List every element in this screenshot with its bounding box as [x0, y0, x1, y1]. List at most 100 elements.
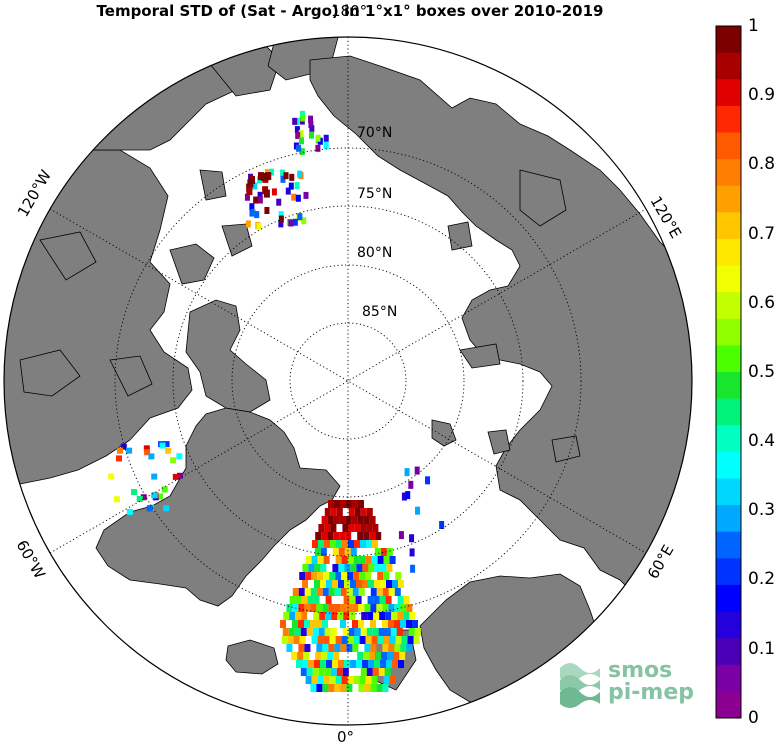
std-cell [308, 121, 314, 129]
std-cell [176, 472, 183, 479]
std-cell [327, 516, 334, 524]
std-cell [374, 564, 381, 572]
std-cell [308, 660, 314, 668]
std-cell [328, 588, 335, 596]
std-cell [371, 636, 378, 644]
std-cell [380, 548, 387, 556]
std-cell [338, 564, 345, 572]
std-cell [366, 628, 373, 636]
std-cell [413, 636, 420, 644]
std-cell [367, 596, 374, 604]
std-cell [246, 187, 253, 196]
std-cell [350, 548, 357, 556]
colorbar-tick-0.6: 0.6 [748, 293, 776, 313]
std-cell [297, 213, 303, 221]
std-cell [382, 644, 389, 652]
land-svalbard [431, 419, 457, 447]
std-cell [383, 636, 390, 644]
std-cell [392, 580, 398, 588]
std-cell [332, 660, 338, 668]
std-cell [339, 516, 346, 524]
std-cell [257, 172, 264, 181]
std-cell [359, 556, 366, 564]
std-cell [308, 131, 314, 139]
std-cell [333, 532, 340, 540]
std-cell [377, 572, 384, 580]
logo-text-pimep: pi-mep [608, 680, 695, 705]
std-cell [373, 612, 380, 620]
std-cell [314, 580, 320, 588]
std-cell [321, 516, 328, 524]
std-cell [327, 652, 334, 660]
std-cell [384, 668, 391, 676]
std-cell [253, 196, 259, 204]
std-cell [344, 580, 350, 588]
std-cell [144, 449, 151, 456]
std-cell [364, 684, 371, 692]
std-cell [300, 110, 306, 118]
std-cell [286, 604, 293, 612]
colorbar-segment [716, 292, 741, 320]
std-cell [315, 134, 321, 142]
std-cell [276, 198, 282, 206]
std-cell [340, 604, 347, 612]
std-cell [311, 676, 318, 684]
std-cell [354, 628, 361, 636]
std-cell [344, 660, 350, 668]
std-cell [375, 652, 382, 660]
colorbar-segment [716, 425, 741, 453]
std-cell [348, 540, 354, 548]
std-cell [363, 532, 370, 540]
std-cell [386, 548, 393, 556]
std-cell [399, 652, 406, 660]
std-cell [330, 524, 337, 532]
std-cell [385, 612, 392, 620]
std-cell [346, 500, 352, 508]
std-cell [159, 442, 166, 449]
std-cell [303, 191, 309, 199]
std-cell [322, 588, 329, 596]
std-cell [292, 218, 298, 226]
std-cell [409, 548, 415, 557]
std-cell [252, 182, 258, 190]
std-cell [372, 540, 378, 548]
std-cell [340, 620, 346, 628]
colorbar-tick-0.4: 0.4 [748, 431, 776, 451]
std-cell [374, 580, 380, 588]
std-cell [380, 660, 386, 668]
std-cell [397, 596, 404, 604]
colorbar-segment [716, 584, 741, 613]
std-cell [398, 660, 404, 668]
std-cell [363, 652, 370, 660]
colorbar-segment [716, 451, 741, 479]
std-cell [308, 564, 315, 572]
std-cell [328, 500, 334, 508]
colorbar-segment [716, 611, 741, 639]
std-cell [353, 676, 360, 684]
std-cell [324, 524, 331, 532]
std-cell [324, 508, 331, 516]
std-cell [323, 134, 329, 142]
std-cell [126, 447, 133, 454]
std-cell [298, 137, 304, 145]
std-cell [340, 500, 346, 508]
std-cell [370, 604, 377, 612]
std-cell [369, 516, 376, 524]
std-cell [151, 492, 158, 499]
logo-wave-icon [560, 663, 600, 708]
colorbar-segment [716, 691, 741, 719]
std-cell [300, 628, 307, 636]
colorbar-tick-0.1: 0.1 [748, 639, 776, 659]
std-cell [382, 604, 389, 612]
std-cell [301, 217, 307, 225]
std-cell [360, 628, 367, 636]
std-cell [294, 126, 300, 134]
std-cell [350, 660, 356, 668]
std-cell [381, 652, 388, 660]
std-cell [371, 556, 378, 564]
colorbar-segment [716, 638, 741, 666]
std-cell [249, 175, 256, 184]
std-cell [439, 520, 445, 529]
std-cell [331, 612, 338, 620]
